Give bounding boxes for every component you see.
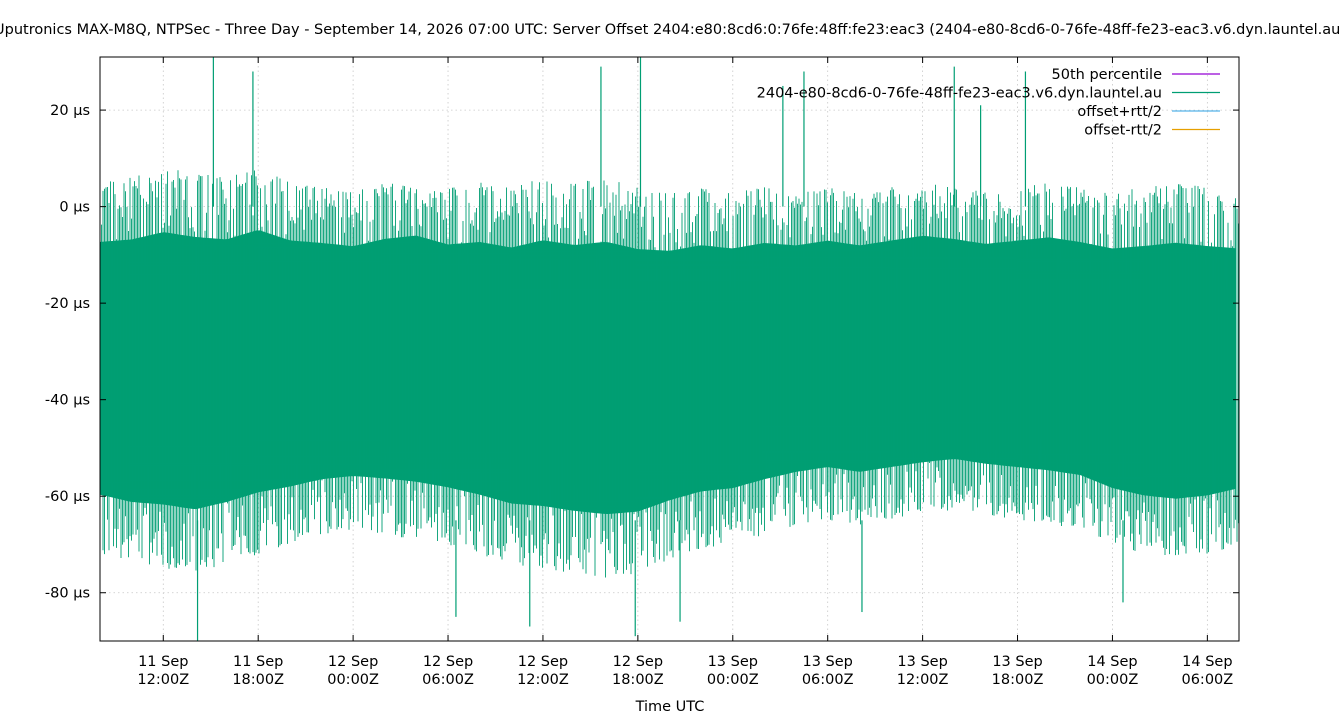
- y-tick-label: 0 µs: [59, 200, 90, 216]
- ticks: [100, 57, 1239, 641]
- y-tick-label: -40 µs: [45, 393, 90, 409]
- x-tick-label-time: 06:00Z: [1181, 672, 1233, 688]
- x-tick-label-time: 06:00Z: [802, 672, 854, 688]
- x-tick-label-date: 11 Sep: [138, 654, 188, 670]
- legend-label: offset-rtt/2: [1084, 123, 1162, 139]
- legend-label: 50th percentile: [1052, 67, 1163, 83]
- series-layer: [99, 57, 1239, 641]
- x-tick-label-time: 12:00Z: [517, 672, 569, 688]
- x-axis-labels: 11 Sep 12:00Z 11 Sep 18:00Z 12 Sep 00:00Z 12 S…: [137, 654, 1233, 688]
- x-tick-label-time: 06:00Z: [422, 672, 474, 688]
- y-tick-label: -60 µs: [45, 489, 90, 505]
- x-tick-label-time: 18:00Z: [612, 672, 664, 688]
- x-tick-label-time: 18:00Z: [992, 672, 1044, 688]
- y-axis-labels: 20 µs 0 µs -20 µs -40 µs -60 µs -80 µs: [45, 103, 90, 602]
- x-tick-label-date: 12 Sep: [518, 654, 568, 670]
- x-tick-label-date: 14 Sep: [1182, 654, 1232, 670]
- x-tick-label-time: 00:00Z: [707, 672, 759, 688]
- x-tick-label-date: 14 Sep: [1087, 654, 1137, 670]
- x-tick-label-date: 12 Sep: [423, 654, 473, 670]
- x-tick-label-time: 12:00Z: [897, 672, 949, 688]
- x-axis-title: Time UTC: [635, 699, 705, 715]
- x-tick-label-date: 13 Sep: [708, 654, 758, 670]
- x-tick-label-time: 00:00Z: [1087, 672, 1139, 688]
- x-tick-label-date: 13 Sep: [802, 654, 852, 670]
- y-tick-label: 20 µs: [50, 103, 90, 119]
- x-tick-label-time: 12:00Z: [137, 672, 189, 688]
- x-tick-label-time: 18:00Z: [232, 672, 284, 688]
- legend-label: 2404-e80-8cd6-0-76fe-48ff-fe23-eac3.v6.d…: [757, 86, 1162, 102]
- x-tick-label-date: 12 Sep: [613, 654, 663, 670]
- x-tick-label-date: 12 Sep: [328, 654, 378, 670]
- y-tick-label: -20 µs: [45, 296, 90, 312]
- x-tick-label-date: 13 Sep: [992, 654, 1042, 670]
- legend: 50th percentile 2404-e80-8cd6-0-76fe-48ff…: [757, 67, 1220, 139]
- x-tick-label-date: 11 Sep: [233, 654, 283, 670]
- plot-frame: [99, 56, 1240, 642]
- chart-title: Uputronics MAX-M8Q, NTPSec - Three Day -…: [0, 22, 1340, 38]
- y-tick-label: -80 µs: [45, 586, 90, 602]
- legend-label: offset+rtt/2: [1077, 104, 1162, 120]
- x-tick-label-time: 00:00Z: [327, 672, 379, 688]
- x-tick-label-date: 13 Sep: [897, 654, 947, 670]
